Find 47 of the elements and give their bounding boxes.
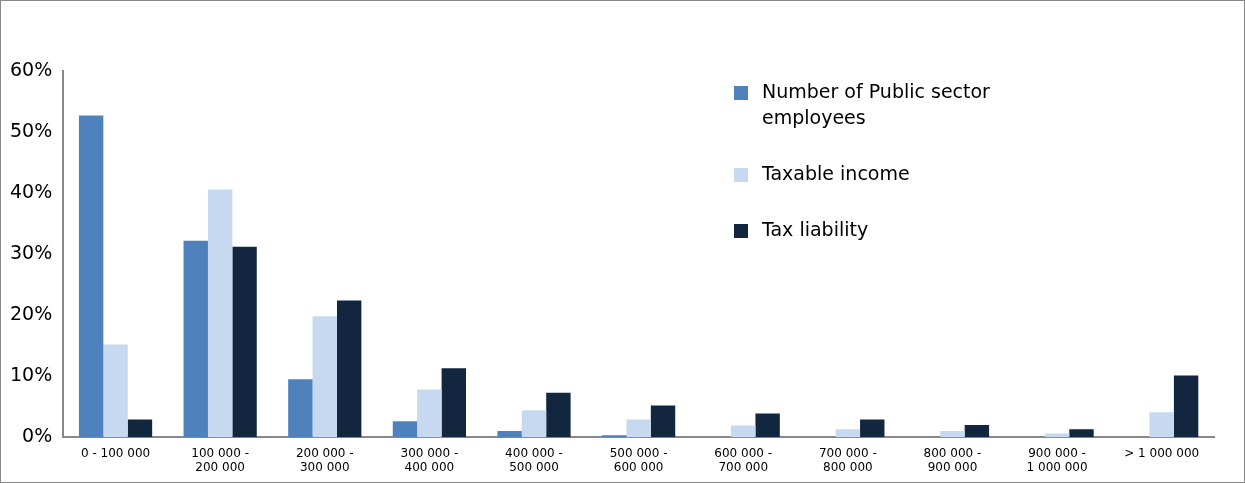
x-tick-label: 700 000 - 800 000 [818,445,877,474]
bar [755,413,780,438]
bar [183,240,208,438]
bar [312,316,337,438]
bar [1173,375,1199,438]
bar [78,115,104,438]
x-tick-label: 800 000 - 900 000 [923,445,982,474]
bar [731,425,756,438]
bar [232,246,257,438]
bar [336,300,362,438]
bar [288,379,313,438]
bar [521,410,547,438]
bar [940,431,965,438]
y-tick-label: 60% [10,57,53,80]
y-tick-label: 50% [10,118,53,141]
legend-label: Tax liability [761,217,869,240]
y-tick-label: 0% [22,424,53,447]
bar [650,405,676,438]
bar [860,419,885,438]
bar [441,368,466,438]
x-tick-label: 900 000 - 1 000 000 [1026,445,1088,474]
y-tick-label: 40% [10,180,53,202]
y-tick-label: 10% [10,363,53,386]
x-tick-label: > 1 000 000 [1124,445,1200,460]
bar [1149,412,1174,438]
bar [626,419,651,438]
x-tick-label: 600 000 - 700 000 [714,445,773,474]
x-tick-label: 0 - 100 000 [80,445,151,460]
y-tick-label: 20% [10,302,53,325]
bar [103,344,128,438]
legend-label: Number of Public sector employees [762,79,991,128]
x-tick-label: 200 000 - 300 000 [295,445,354,474]
x-tick-label: 400 000 - 500 000 [505,445,563,474]
bar [546,392,571,438]
bar [964,424,990,438]
bar [392,421,418,438]
bar [417,389,442,438]
bar [497,431,522,438]
bar [835,429,861,438]
bar [127,419,153,438]
x-tick-label: 500 000 - 600 000 [609,445,668,474]
y-tick-label: 30% [10,241,53,264]
legend-label: Taxable income [761,161,910,184]
x-tick-label: 100 000 - 200 000 [191,445,250,474]
bar [207,189,233,438]
x-tick-label: 300 000 - 400 000 [400,445,459,474]
bar [1069,429,1094,438]
